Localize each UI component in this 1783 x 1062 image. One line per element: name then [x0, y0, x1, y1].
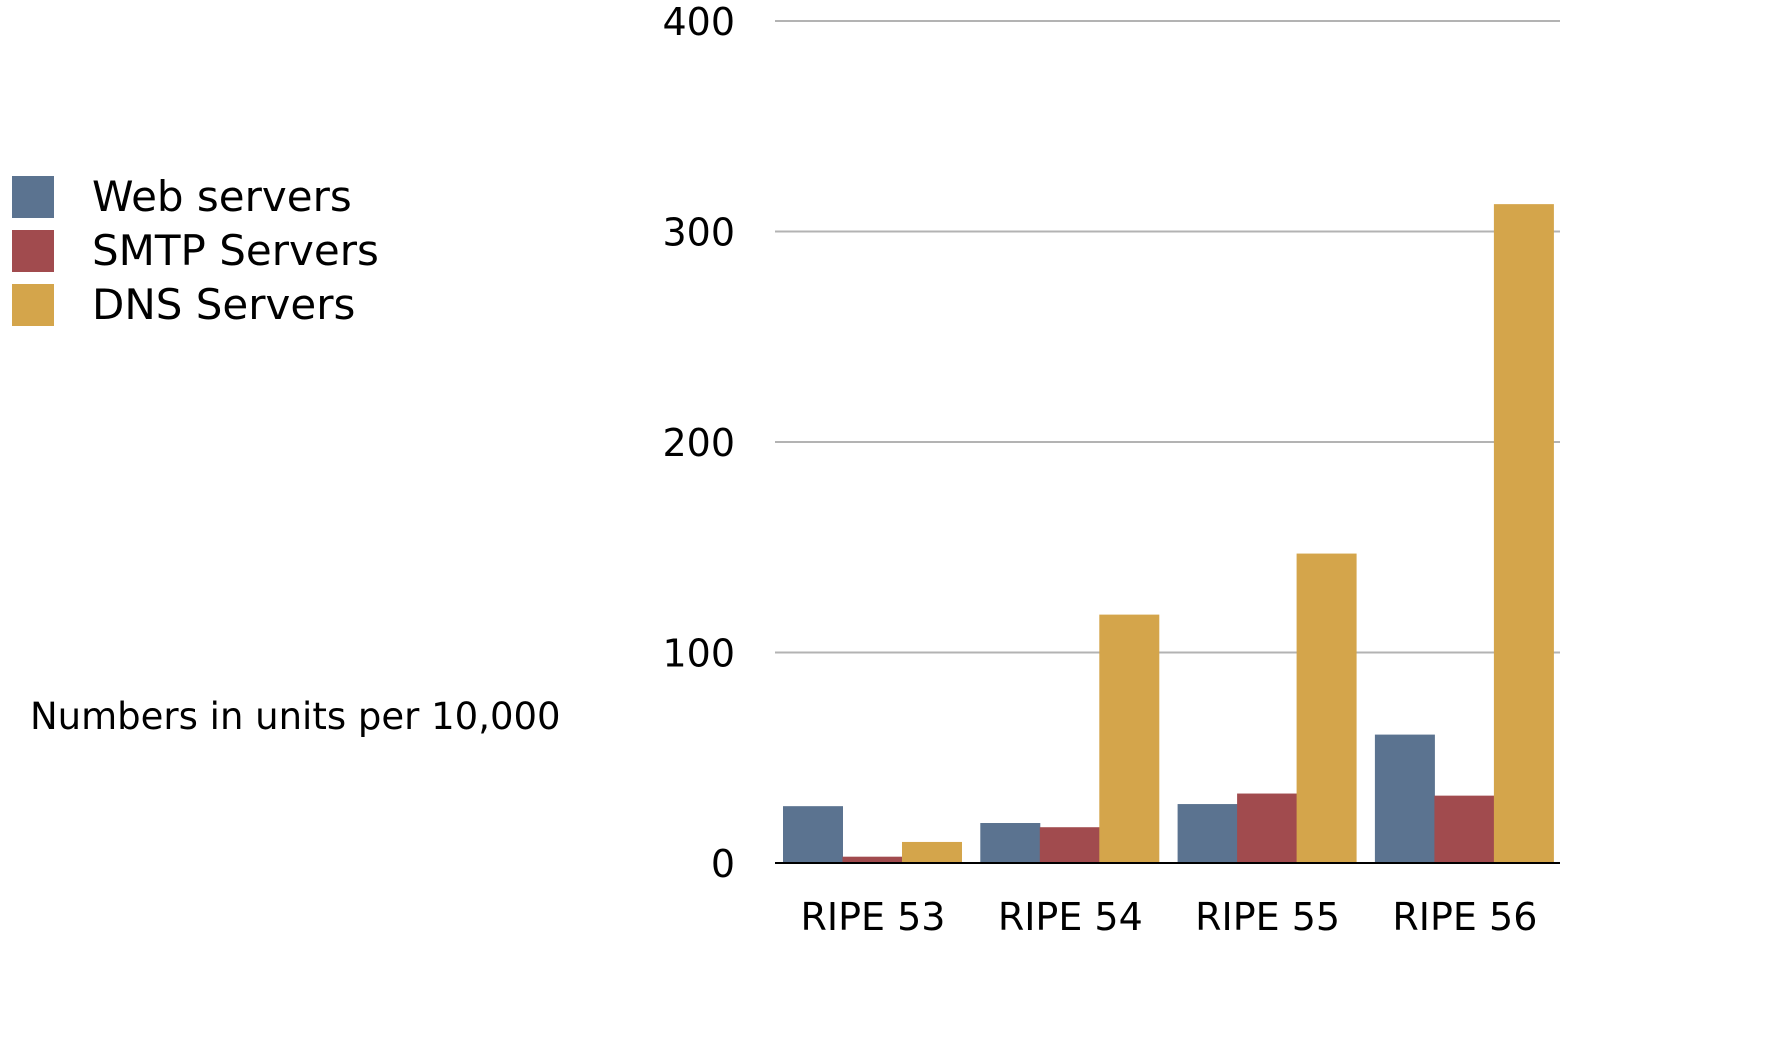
bar-ripe-54-web-servers	[980, 823, 1041, 863]
y-tick-label-300: 300	[662, 211, 735, 255]
y-tick-label-200: 200	[662, 421, 735, 465]
y-tick-label-400: 400	[662, 0, 735, 44]
bar-ripe-56-web-servers	[1374, 734, 1435, 863]
x-tick-label-ripe-56: RIPE 56	[1392, 895, 1537, 939]
legend-swatch-smtp-servers	[12, 230, 54, 272]
bar-ripe-55-smtp-servers	[1237, 793, 1298, 863]
bar-ripe-55-dns-servers	[1296, 553, 1357, 863]
legend-item-web-servers: Web servers	[12, 170, 379, 224]
legend-item-smtp-servers: SMTP Servers	[12, 224, 379, 278]
legend-swatch-web-servers	[12, 176, 54, 218]
units-note: Numbers in units per 10,000	[30, 695, 561, 738]
legend-label-smtp-servers: SMTP Servers	[92, 226, 379, 275]
x-tick-label-ripe-53: RIPE 53	[801, 895, 946, 939]
bar-ripe-53-smtp-servers	[842, 856, 903, 863]
bar-ripe-54-dns-servers	[1099, 614, 1160, 863]
y-tick-label-0: 0	[711, 842, 735, 886]
y-tick-label-100: 100	[662, 632, 735, 676]
x-tick-label-ripe-55: RIPE 55	[1195, 895, 1340, 939]
x-tick-label-ripe-54: RIPE 54	[998, 895, 1143, 939]
bar-ripe-56-dns-servers	[1493, 204, 1554, 863]
legend-item-dns-servers: DNS Servers	[12, 278, 379, 332]
legend-label-dns-servers: DNS Servers	[92, 280, 356, 329]
bar-ripe-53-dns-servers	[902, 841, 962, 863]
legend-label-web-servers: Web servers	[92, 172, 352, 221]
legend: Web servers SMTP Servers DNS Servers	[12, 170, 379, 332]
legend-swatch-dns-servers	[12, 284, 54, 326]
bar-ripe-53-web-servers	[783, 806, 843, 863]
bar-ripe-56-smtp-servers	[1434, 795, 1495, 863]
bar-ripe-54-smtp-servers	[1039, 827, 1100, 863]
bar-ripe-55-web-servers	[1177, 804, 1238, 863]
